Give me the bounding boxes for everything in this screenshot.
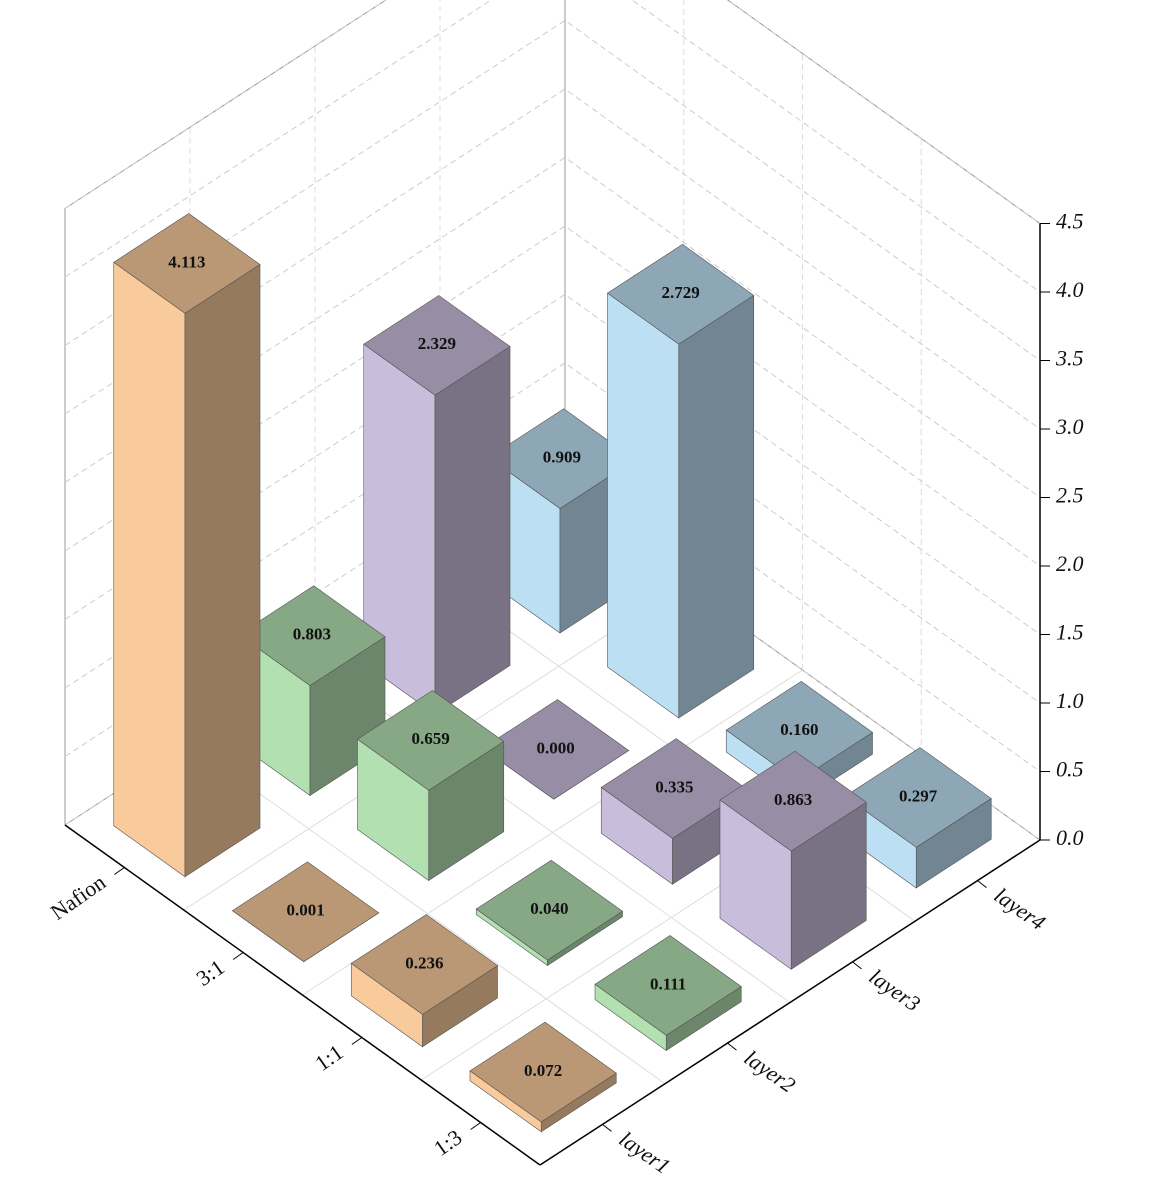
bar-top <box>238 585 386 686</box>
grid-line <box>64 156 1041 498</box>
axis-line <box>64 824 541 1166</box>
bar-top <box>363 295 511 396</box>
x-tick <box>114 867 125 875</box>
axis-line <box>539 839 1041 1166</box>
value-label: 0.236 <box>405 953 443 972</box>
bar-left-face <box>113 261 186 878</box>
x-tick-label: 1:3 <box>429 1124 466 1161</box>
x-tick <box>351 1037 363 1045</box>
grid-line <box>64 0 1041 224</box>
value-label: 0.863 <box>774 790 812 809</box>
value-label: 0.909 <box>543 447 581 466</box>
grid-line <box>64 499 1041 841</box>
bar-top <box>725 680 874 782</box>
value-label: 0.111 <box>650 974 686 993</box>
grid-line <box>64 293 1041 635</box>
value-label: 0.803 <box>293 625 331 644</box>
value-label: 4.113 <box>168 252 205 271</box>
grid-line <box>64 0 1041 293</box>
bar-top <box>475 859 624 961</box>
value-label: 0.160 <box>780 720 818 739</box>
series-tick <box>852 961 862 970</box>
y-tick-label: 0.5 <box>1056 757 1084 782</box>
bar-top <box>350 914 499 1015</box>
series-label: layer2 <box>740 1045 800 1098</box>
value-label: 0.335 <box>655 777 693 796</box>
bar-top <box>844 747 992 848</box>
series-label: layer4 <box>990 882 1050 935</box>
bar-top <box>606 244 755 345</box>
bar-top <box>481 699 630 800</box>
value-label: 0.297 <box>899 786 938 805</box>
series-label: layer3 <box>865 964 925 1017</box>
value-label: 2.729 <box>662 283 700 302</box>
series-tick <box>602 1123 612 1132</box>
grid-line <box>64 430 1041 772</box>
x-tick-label: 1:1 <box>310 1039 347 1076</box>
grid-line <box>64 19 1041 361</box>
floor-grid <box>189 743 666 1085</box>
value-label: 0.000 <box>537 738 575 757</box>
y-tick-label: 1.0 <box>1056 688 1084 713</box>
bar-right-face <box>184 263 261 878</box>
value-label: 0.659 <box>412 729 450 748</box>
series-tick <box>727 1042 737 1051</box>
value-label: 0.072 <box>524 1061 562 1080</box>
bar-top <box>356 690 505 791</box>
bar-top <box>469 1021 617 1123</box>
bar-right-face <box>434 345 511 715</box>
y-tick-label: 4.0 <box>1056 277 1084 302</box>
y-tick-label: 2.0 <box>1056 551 1084 576</box>
bar-right-face <box>678 294 755 719</box>
y-tick-label: 2.5 <box>1056 483 1084 508</box>
x-tick <box>470 1122 481 1130</box>
value-label: 0.001 <box>287 901 325 920</box>
x-tick <box>232 952 244 960</box>
bar-top <box>113 213 261 314</box>
x-tick-label: 3:1 <box>192 954 229 991</box>
y-tick-label: 4.5 <box>1056 209 1084 234</box>
bar-top <box>594 935 742 1036</box>
y-tick-label: 3.0 <box>1055 414 1084 439</box>
bar-top <box>231 861 380 962</box>
series-tick <box>977 880 987 889</box>
series-label: layer1 <box>615 1126 675 1179</box>
grid-line <box>64 225 1041 567</box>
y-tick-label: 3.5 <box>1055 346 1084 371</box>
value-label: 0.040 <box>530 899 568 918</box>
y-tick-label: 0.0 <box>1056 825 1084 850</box>
grid-line <box>64 88 1041 430</box>
value-label: 2.329 <box>418 334 456 353</box>
y-tick-label: 1.5 <box>1056 620 1084 645</box>
grid-line <box>64 362 1041 704</box>
bar-top <box>719 750 867 852</box>
bar-left-face <box>607 292 680 719</box>
x-tick-label: Nafion <box>46 869 110 925</box>
